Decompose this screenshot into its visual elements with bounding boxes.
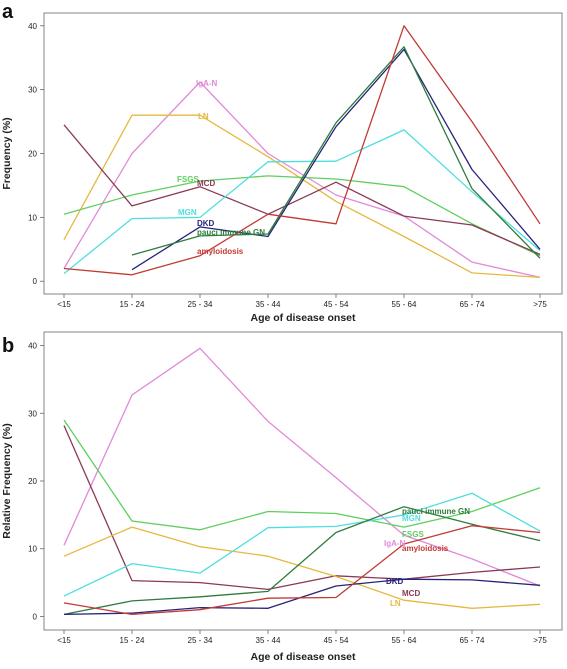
panel-a-letter: a <box>2 1 14 23</box>
series-label-pauci-immune-gn: pauci immune GN <box>402 507 470 516</box>
series-label-ln: LN <box>390 599 401 608</box>
panel-a-y-tick-label: 30 <box>28 86 37 95</box>
panel-a-y-tick-label: 40 <box>28 22 37 31</box>
panel-a-series-line-iga-n <box>63 81 541 279</box>
series-label-fsgs: FSGS <box>177 175 199 184</box>
series-label-mcd: MCD <box>197 179 215 188</box>
panel-b-y-tick-label: 10 <box>28 545 37 554</box>
panel-b-x-tick-label: 55 - 64 <box>392 636 417 645</box>
panel-a-y-tick-label: 10 <box>28 213 37 222</box>
panel-a-x-tick-label: 65 - 74 <box>460 300 485 309</box>
panel-b-series-line-fsgs <box>63 419 541 531</box>
panel-b-series-line-ln <box>63 526 541 609</box>
series-label-dkd: DKD <box>197 219 215 228</box>
panel-b-y-tick-label: 20 <box>28 477 37 486</box>
panel-b-series-line-iga-n <box>63 347 541 587</box>
series-label-amyloidosis: amyloidosis <box>197 247 244 256</box>
series-label-dkd: DKD <box>386 577 404 586</box>
panel-b-series-line-dkd <box>63 578 541 616</box>
series-label-mcd: MCD <box>402 589 420 598</box>
panel-b-y-tick-label: 30 <box>28 409 37 418</box>
panel-b-y-axis-label: Relative Frequency (%) <box>1 423 13 539</box>
panel-b-x-tick-label: <15 <box>57 636 71 645</box>
panel-a-series-line-amyloidosis <box>63 25 541 276</box>
panel-b-series-line-pauci-immune-gn <box>63 506 541 616</box>
panel-b-x-tick-label: 45 - 54 <box>324 636 349 645</box>
panel-b-x-tick-label: 65 - 74 <box>460 636 485 645</box>
panel-a-y-tick-label: 20 <box>28 150 37 159</box>
panel-a-x-tick-label: 15 - 24 <box>120 300 145 309</box>
series-label-amyloidosis: amyloidosis <box>402 544 449 553</box>
panel-a-plot-frame <box>43 12 563 295</box>
panel-a-x-axis-label: Age of disease onset <box>250 312 356 324</box>
series-label-mgn: MGN <box>402 514 421 523</box>
panel-b: b Relative Frequency (%) Age of disease … <box>1 331 563 663</box>
series-label-fsgs: FSGS <box>402 530 424 539</box>
panel-b-x-tick-label: 15 - 24 <box>120 636 145 645</box>
panel-a-series-line-mgn <box>63 129 541 275</box>
panel-a-x-tick-label: 25 - 34 <box>188 300 213 309</box>
panel-a-series-line-pauci-immune-gn <box>131 46 541 259</box>
panel-b-x-axis-label: Age of disease onset <box>250 651 356 663</box>
panel-a-x-tick-label: 35 - 44 <box>256 300 281 309</box>
series-label-pauci-immune-gn: pauci immune GN <box>197 228 265 237</box>
panel-b-x-tick-label: 25 - 34 <box>188 636 213 645</box>
series-label-iga-n: IgA-N <box>384 539 406 548</box>
panel-b-series-line-mgn <box>63 492 541 597</box>
panel-a: a Frequency (%) Age of disease onset 0 10… <box>1 1 563 324</box>
panel-a-x-tick-label: <15 <box>57 300 71 309</box>
panel-a-x-tick-label: 55 - 64 <box>392 300 417 309</box>
panel-b-plot-frame <box>43 331 563 631</box>
panel-a-x-tick-label: >75 <box>533 300 547 309</box>
panel-b-y-tick-label: 0 <box>33 612 38 621</box>
panel-b-series-line-amyloidosis <box>63 525 541 616</box>
panel-b-x-tick-label: 35 - 44 <box>256 636 281 645</box>
panel-b-x-tick-label: >75 <box>533 636 547 645</box>
panel-a-y-axis-label: Frequency (%) <box>1 117 13 189</box>
panel-a-series-line-mcd <box>63 124 541 255</box>
panel-a-y-tick-label: 0 <box>33 277 38 286</box>
panel-b-letter: b <box>2 335 14 357</box>
panel-b-series-line-mcd <box>63 425 541 591</box>
panel-a-x-tick-label: 45 - 54 <box>324 300 349 309</box>
panel-a-series-line-ln <box>63 114 541 279</box>
panel-a-series-line-dkd <box>131 48 541 271</box>
panel-b-y-tick-label: 40 <box>28 342 37 351</box>
series-label-ln: LN <box>198 112 209 121</box>
series-label-iga-n: IgA-N <box>196 79 218 88</box>
series-label-mgn: MGN <box>178 208 197 217</box>
